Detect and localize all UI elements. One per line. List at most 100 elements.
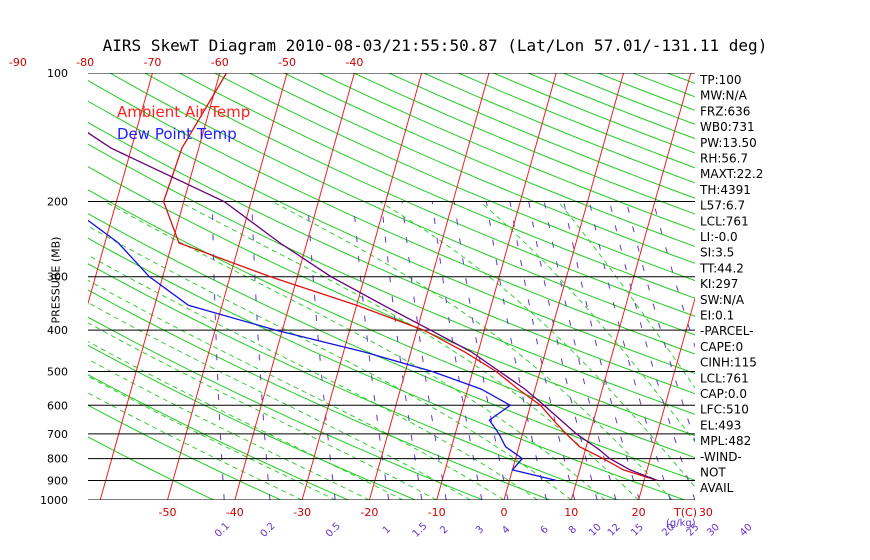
dry-adiabat bbox=[283, 73, 695, 248]
index-label: FRZ:636 bbox=[700, 104, 750, 118]
mixing-ratio-tick-label: 3 bbox=[474, 524, 486, 536]
isotherm bbox=[301, 73, 423, 500]
mixing-ratio-tick-label: 4 bbox=[500, 524, 512, 536]
index-label: CINH:115 bbox=[700, 356, 757, 370]
index-label: CAP:0.0 bbox=[700, 387, 747, 401]
dry-adiabat bbox=[88, 100, 695, 375]
isotherm bbox=[570, 73, 692, 500]
index-label: NOT bbox=[700, 466, 726, 480]
mixing-ratio-tick-label: 30 bbox=[705, 522, 722, 539]
dry-adiabat bbox=[214, 73, 695, 282]
moist-adiabat bbox=[88, 254, 538, 500]
isotherm bbox=[436, 73, 557, 500]
bottom-temp-tick-label: -20 bbox=[360, 506, 378, 519]
pressure-tick-label: 500 bbox=[47, 365, 68, 378]
dry-adiabat bbox=[88, 189, 695, 459]
dry-adiabat bbox=[88, 143, 695, 415]
isotherm bbox=[841, 73, 870, 500]
index-label: EL:493 bbox=[700, 418, 741, 432]
index-label: MAXT:22.2 bbox=[700, 167, 763, 181]
mixing-ratio-unit: (g/kg) bbox=[666, 518, 696, 529]
profile-parcel bbox=[88, 132, 658, 482]
legend-entry: Dew Point Temp bbox=[117, 125, 237, 143]
index-label: KI:297 bbox=[700, 277, 738, 291]
bottom-temp-tick-label: 0 bbox=[501, 506, 508, 519]
mixing-ratio-line bbox=[652, 201, 695, 349]
mixing-ratio-tick-label: 1 bbox=[381, 524, 393, 536]
isotherm bbox=[0, 73, 18, 500]
dry-adiabat bbox=[737, 73, 870, 500]
index-label: SW:N/A bbox=[700, 293, 745, 307]
bottom-temp-tick-label: 10 bbox=[564, 506, 578, 519]
mixing-ratio-line bbox=[251, 201, 271, 500]
mixing-ratio-tick-label: 8 bbox=[567, 524, 579, 536]
chart-title: AIRS SkewT Diagram 2010-08-03/21:55:50.8… bbox=[102, 36, 768, 55]
dry-adiabat bbox=[144, 73, 695, 317]
isotherm bbox=[88, 73, 153, 306]
index-label: TH:4391 bbox=[699, 183, 751, 197]
index-label: -PARCEL- bbox=[700, 324, 754, 338]
top-temp-tick-label: -90 bbox=[9, 56, 27, 69]
mixing-ratio-tick-label: 0.5 bbox=[324, 521, 343, 540]
index-label: LI:-0.0 bbox=[700, 230, 738, 244]
moist-adiabat bbox=[88, 302, 471, 500]
mixing-ratio-tick-label: 2 bbox=[438, 524, 450, 536]
dry-adiabat bbox=[179, 73, 695, 299]
index-label: LCL:761 bbox=[700, 371, 749, 385]
index-label: TP:100 bbox=[699, 73, 742, 87]
mixing-ratio-line bbox=[401, 201, 447, 500]
dry-adiabat bbox=[88, 121, 695, 395]
top-temp-tick-label: -40 bbox=[345, 56, 363, 69]
index-label: TT:44.2 bbox=[699, 261, 744, 275]
isotherm bbox=[0, 73, 85, 500]
bottom-temp-unit: T(C) bbox=[673, 506, 697, 519]
top-temp-tick-label: -80 bbox=[76, 56, 94, 69]
dry-adiabat bbox=[88, 404, 282, 500]
index-label: -WIND- bbox=[700, 450, 742, 464]
mixing-ratio-line bbox=[609, 201, 695, 500]
dry-adiabat bbox=[249, 73, 695, 264]
dry-adiabat bbox=[493, 73, 695, 154]
mixing-ratio-tick-label: 1.5 bbox=[411, 521, 430, 540]
pressure-tick-label: 600 bbox=[47, 399, 68, 412]
pressure-tick-label: 1000 bbox=[40, 494, 68, 507]
mixing-ratio-tick-label: 10 bbox=[587, 522, 604, 539]
index-label: MW:N/A bbox=[700, 89, 748, 103]
dry-adiabat bbox=[353, 73, 695, 215]
bottom-temp-tick-label: 20 bbox=[632, 506, 646, 519]
profile-dew-point-temp bbox=[88, 219, 557, 482]
profile-ambient-air-temp bbox=[162, 73, 658, 482]
dry-adiabat bbox=[109, 73, 695, 336]
mixing-ratio-tick-label: 40 bbox=[738, 522, 755, 539]
plot-area bbox=[0, 73, 870, 500]
top-temp-tick-label: -70 bbox=[143, 56, 161, 69]
isotherm bbox=[368, 73, 490, 500]
bottom-temp-tick-label: -50 bbox=[159, 506, 177, 519]
legend-entry: Ambient Air Temp bbox=[117, 103, 250, 121]
isotherm bbox=[638, 296, 695, 500]
moist-adiabat bbox=[179, 201, 639, 500]
dry-adiabat bbox=[88, 79, 695, 355]
isotherm bbox=[99, 73, 221, 500]
bottom-temp-tick-label: -40 bbox=[226, 506, 244, 519]
isotherm bbox=[773, 73, 870, 500]
dry-adiabat bbox=[88, 166, 695, 437]
top-temp-tick-label: -50 bbox=[278, 56, 296, 69]
dry-adiabat bbox=[318, 73, 695, 231]
index-label: LFC:510 bbox=[700, 403, 749, 417]
isotherm bbox=[167, 73, 288, 500]
mixing-ratio-line bbox=[588, 201, 671, 500]
mixing-ratio-tick-label: 6 bbox=[539, 524, 551, 536]
moist-adiabat bbox=[271, 201, 673, 500]
dry-adiabat bbox=[88, 263, 618, 500]
index-label: L57:6.7 bbox=[700, 199, 745, 213]
moist-adiabat bbox=[88, 225, 572, 500]
top-temp-tick-label: -60 bbox=[211, 56, 229, 69]
index-label: MPL:482 bbox=[700, 434, 751, 448]
isotherm bbox=[503, 73, 625, 500]
dry-adiabat bbox=[88, 316, 483, 500]
bottom-temp-tick-label: 30 bbox=[699, 506, 713, 519]
pressure-tick-label: 900 bbox=[47, 474, 68, 487]
pressure-tick-label: 800 bbox=[47, 453, 68, 466]
